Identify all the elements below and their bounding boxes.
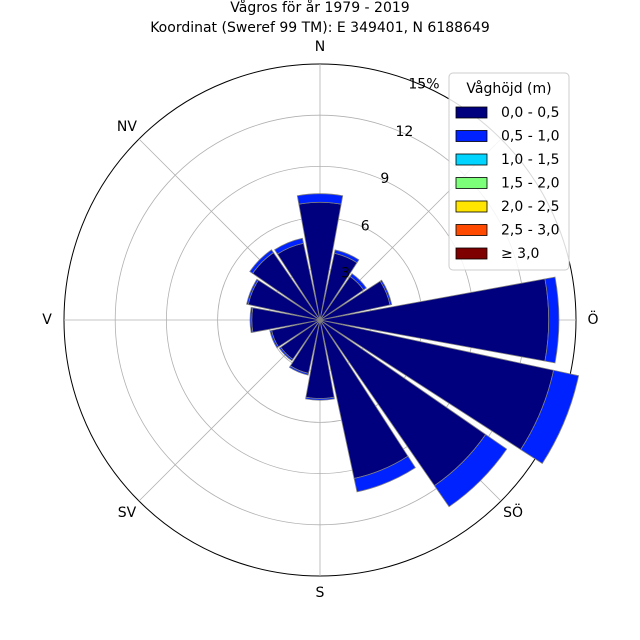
- legend-entry-label: 0,5 - 1,0: [501, 129, 559, 145]
- radial-tick-label: 3: [341, 266, 350, 282]
- sector-bar: [333, 249, 360, 264]
- legend-box: [448, 72, 570, 271]
- legend-title: Våghöjd (m): [466, 80, 551, 97]
- direction-label: Ö: [587, 310, 598, 328]
- direction-label: SÖ: [503, 503, 523, 521]
- chart-title: Vågros för år 1979 - 2019: [230, 0, 410, 16]
- legend-entry-label: 2,5 - 3,0: [501, 223, 559, 239]
- legend-entry-label: ≥ 3,0: [501, 246, 539, 262]
- sector-bars: [246, 193, 580, 508]
- sector-bar: [433, 433, 508, 508]
- legend: Våghöjd (m) 0,0 - 0,5 0,5 - 1,0 1,0 - 1,5 1,…: [448, 72, 570, 271]
- sector-bar: [246, 278, 259, 306]
- sector-bar: [249, 306, 254, 334]
- sector-bar: [520, 369, 580, 465]
- legend-entry-label: 1,5 - 2,0: [501, 176, 559, 192]
- direction-label: N: [315, 39, 325, 55]
- radial-tick-label: 6: [361, 218, 370, 234]
- direction-label: NV: [117, 119, 137, 135]
- legend-swatch: [455, 224, 488, 236]
- sector-bar: [379, 279, 393, 306]
- legend-entry-label: 0,0 - 0,5: [501, 105, 559, 121]
- direction-label: S: [316, 585, 325, 601]
- sector-bar: [353, 455, 416, 493]
- sector-bar: [305, 396, 335, 401]
- sector-bar: [269, 329, 279, 349]
- legend-swatch: [455, 177, 488, 189]
- legend-swatch: [455, 200, 488, 213]
- legend-swatch: [455, 106, 488, 119]
- legend-swatch: [455, 130, 488, 142]
- sector-bar: [544, 276, 560, 364]
- radial-tick-label: 9: [380, 171, 389, 187]
- sector-bar: [274, 237, 304, 255]
- legend-swatch: [455, 153, 488, 166]
- radial-tick-label: 15%: [408, 76, 439, 92]
- chart-subtitle: Koordinat (Sweref 99 TM): E 349401, N 61…: [150, 20, 490, 36]
- direction-label: SV: [118, 505, 137, 521]
- legend-entry-label: 2,0 - 2,5: [501, 199, 559, 215]
- sector-bar: [288, 365, 309, 376]
- legend-entry-label: 1,0 - 1,5: [501, 152, 559, 168]
- sector-bar: [278, 346, 294, 362]
- radial-tick-label: 12: [395, 124, 413, 140]
- axis-labels: 3 6 9 12 15% N NV V SV S SÖ Ö: [42, 39, 598, 601]
- legend-swatch: [455, 247, 488, 260]
- sector-bar: [349, 273, 367, 291]
- sector-bar: [296, 193, 344, 205]
- direction-label: V: [42, 312, 52, 328]
- sector-bar: [249, 249, 274, 274]
